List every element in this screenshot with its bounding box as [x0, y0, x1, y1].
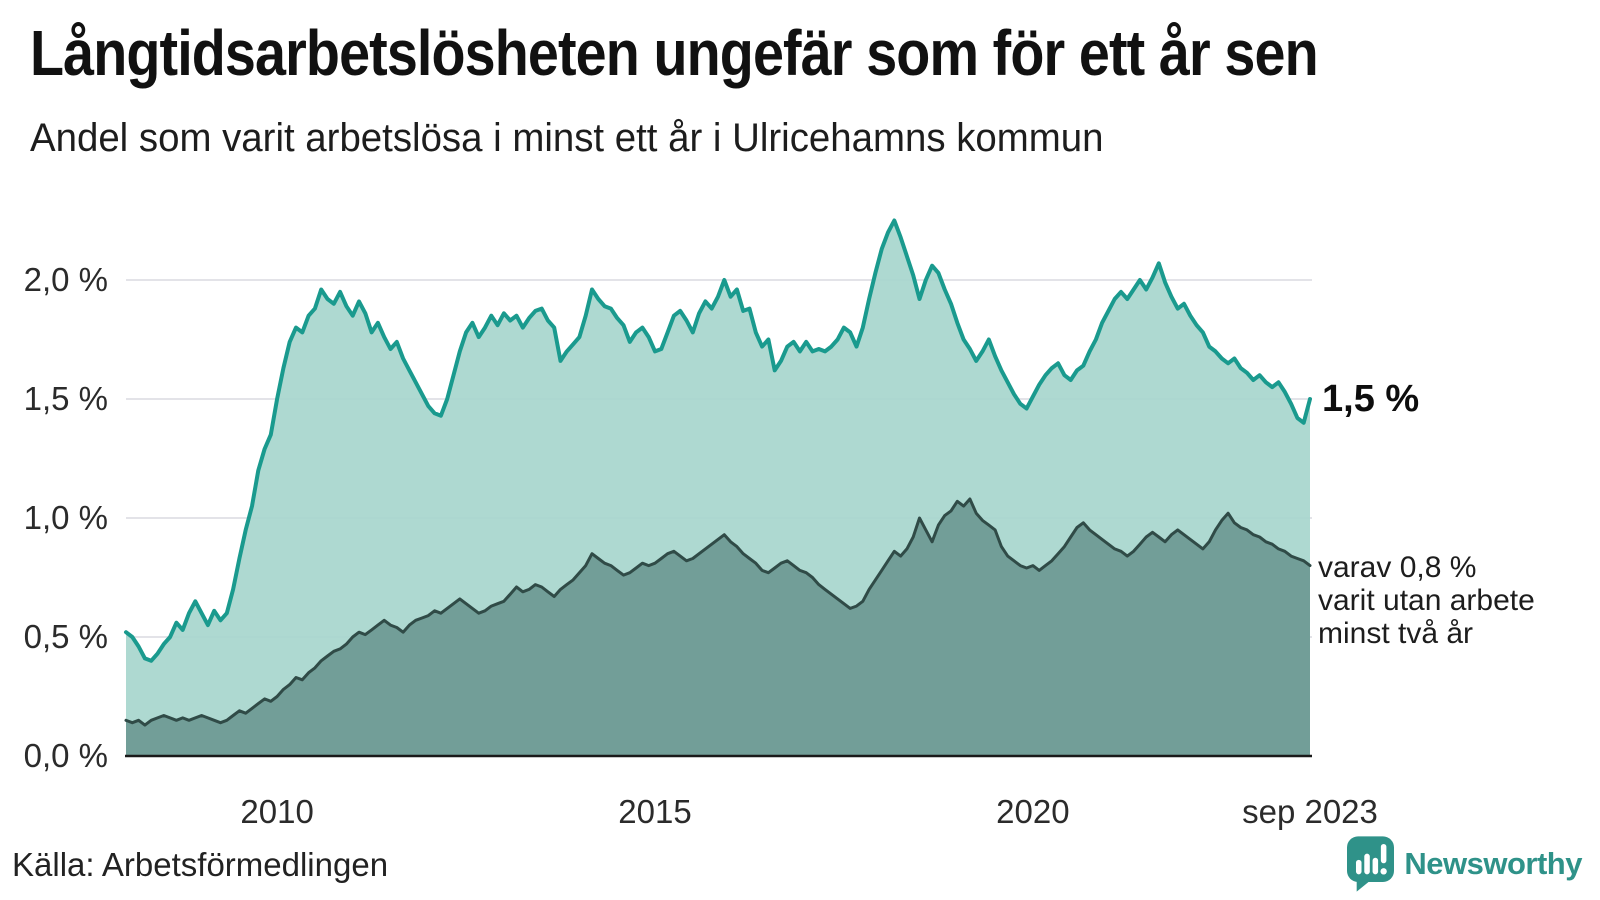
series-line-1	[124, 218, 1312, 663]
page-subtitle: Andel som varit arbetslösa i minst ett å…	[30, 116, 1104, 160]
series-end-value-label: 1,5 %	[1322, 378, 1420, 420]
brand-name: Newsworthy	[1404, 846, 1582, 881]
y-tick-label: 0,5 %	[23, 618, 108, 655]
y-tick-label: 0,0 %	[23, 737, 108, 774]
x-tick-label: sep 2023	[1242, 793, 1378, 830]
y-tick-label: 2,0 %	[23, 261, 108, 298]
brand-logo: Newsworthy	[1347, 836, 1582, 892]
series2-end-annotation: varav 0,8 % varit utan arbete minst två …	[1318, 551, 1535, 650]
newsworthy-icon	[1347, 836, 1395, 892]
x-tick-label: 2010	[240, 793, 314, 830]
series-line-2	[124, 497, 1312, 727]
x-tick-label: 2015	[618, 793, 692, 830]
series-area-2	[126, 499, 1310, 756]
y-tick-label: 1,0 %	[23, 499, 108, 536]
x-tick-label: 2020	[996, 793, 1070, 830]
source-caption: Källa: Arbetsförmedlingen	[12, 846, 389, 883]
y-tick-label: 1,5 %	[23, 380, 108, 417]
page-title: Långtidsarbetslösheten ungefär som för e…	[30, 17, 1319, 89]
